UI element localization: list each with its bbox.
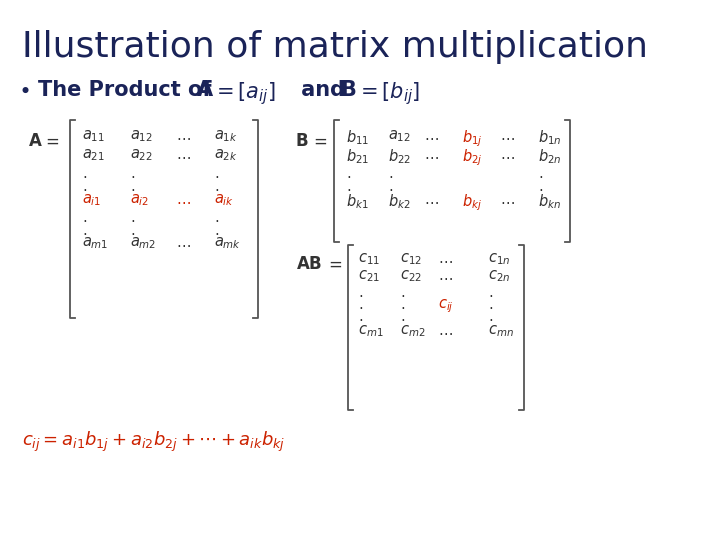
Text: $b_{kj}$: $b_{kj}$ — [462, 192, 482, 213]
Text: $.$: $.$ — [358, 309, 363, 324]
Text: $\ldots$: $\ldots$ — [176, 235, 191, 250]
Text: $\mathbf{A}$: $\mathbf{A}$ — [196, 80, 214, 100]
Text: $\ldots$: $\ldots$ — [176, 192, 191, 207]
Text: $.$: $.$ — [130, 210, 135, 225]
Text: $.$: $.$ — [538, 179, 543, 194]
Text: $\mathbf{A}$: $\mathbf{A}$ — [28, 132, 42, 150]
Text: $.$: $.$ — [358, 297, 363, 312]
Text: $.$: $.$ — [488, 309, 493, 324]
Text: $a_{21}$: $a_{21}$ — [82, 147, 105, 163]
Text: $b_{kn}$: $b_{kn}$ — [538, 192, 561, 211]
Text: $c_{mn}$: $c_{mn}$ — [488, 323, 514, 339]
Text: $.$: $.$ — [346, 166, 351, 181]
Text: $\ldots$: $\ldots$ — [424, 192, 439, 207]
Text: $b_{21}$: $b_{21}$ — [346, 147, 369, 166]
Text: $.$: $.$ — [214, 179, 219, 194]
Text: Illustration of matrix multiplication: Illustration of matrix multiplication — [22, 30, 648, 64]
Text: $\ldots$: $\ldots$ — [500, 128, 515, 143]
Text: $c_{12}$: $c_{12}$ — [400, 251, 422, 267]
Text: $.$: $.$ — [214, 223, 219, 238]
Text: $= [b_{ij}]$: $= [b_{ij}]$ — [356, 80, 420, 107]
Text: $b_{k2}$: $b_{k2}$ — [388, 192, 410, 211]
Text: $a_{i2}$: $a_{i2}$ — [130, 192, 149, 208]
Text: $a_{i1}$: $a_{i1}$ — [82, 192, 102, 208]
Text: $c_{1n}$: $c_{1n}$ — [488, 251, 510, 267]
Text: $a_{mk}$: $a_{mk}$ — [214, 235, 241, 251]
Text: $b_{2j}$: $b_{2j}$ — [462, 147, 482, 167]
Text: $\ldots$: $\ldots$ — [176, 147, 191, 162]
Text: $=$: $=$ — [42, 132, 59, 150]
Text: $a_{ik}$: $a_{ik}$ — [214, 192, 234, 208]
Text: $= [a_{ij}]$: $= [a_{ij}]$ — [212, 80, 276, 107]
Text: $b_{11}$: $b_{11}$ — [346, 128, 369, 147]
Text: $c_{21}$: $c_{21}$ — [358, 268, 380, 284]
Text: $b_{1n}$: $b_{1n}$ — [538, 128, 562, 147]
Text: $\bullet$: $\bullet$ — [18, 80, 30, 100]
Text: $.$: $.$ — [82, 223, 87, 238]
Text: $.$: $.$ — [388, 166, 393, 181]
Text: $a_{2k}$: $a_{2k}$ — [214, 147, 238, 163]
Text: $c_{11}$: $c_{11}$ — [358, 251, 380, 267]
Text: $c_{m1}$: $c_{m1}$ — [358, 323, 384, 339]
Text: $c_{22}$: $c_{22}$ — [400, 268, 422, 284]
Text: $.$: $.$ — [400, 309, 405, 324]
Text: $b_{k1}$: $b_{k1}$ — [346, 192, 369, 211]
Text: $.$: $.$ — [400, 285, 405, 300]
Text: $.$: $.$ — [82, 210, 87, 225]
Text: $a_{22}$: $a_{22}$ — [130, 147, 153, 163]
Text: $\ldots$: $\ldots$ — [500, 192, 515, 207]
Text: $.$: $.$ — [538, 166, 543, 181]
Text: $\ldots$: $\ldots$ — [424, 147, 439, 162]
Text: $\ldots$: $\ldots$ — [438, 268, 453, 283]
Text: $\ldots$: $\ldots$ — [176, 128, 191, 143]
Text: $a_{11}$: $a_{11}$ — [82, 128, 105, 144]
Text: $c_{m2}$: $c_{m2}$ — [400, 323, 426, 339]
Text: and: and — [294, 80, 352, 100]
Text: $.$: $.$ — [214, 210, 219, 225]
Text: $c_{ij} = a_{i1}b_{1j} + a_{i2}b_{2j} + \cdots + a_{ik}b_{kj}$: $c_{ij} = a_{i1}b_{1j} + a_{i2}b_{2j} + … — [22, 430, 285, 454]
Text: $.$: $.$ — [130, 166, 135, 181]
Text: $.$: $.$ — [388, 179, 393, 194]
Text: $\mathbf{AB}$: $\mathbf{AB}$ — [296, 255, 323, 273]
Text: $c_{2n}$: $c_{2n}$ — [488, 268, 510, 284]
Text: $a_{12}$: $a_{12}$ — [388, 128, 411, 144]
Text: $.$: $.$ — [130, 223, 135, 238]
Text: $b_{2n}$: $b_{2n}$ — [538, 147, 562, 166]
Text: $a_{12}$: $a_{12}$ — [130, 128, 153, 144]
Text: $.$: $.$ — [130, 179, 135, 194]
Text: $.$: $.$ — [82, 179, 87, 194]
Text: $\mathbf{B}$: $\mathbf{B}$ — [295, 132, 308, 150]
Text: $\mathbf{B}$: $\mathbf{B}$ — [340, 80, 356, 100]
Text: $.$: $.$ — [488, 297, 493, 312]
Text: $\ldots$: $\ldots$ — [500, 147, 515, 162]
Text: The Product of: The Product of — [38, 80, 219, 100]
Text: $a_{m1}$: $a_{m1}$ — [82, 235, 109, 251]
Text: $.$: $.$ — [400, 297, 405, 312]
Text: $\ldots$: $\ldots$ — [438, 251, 453, 266]
Text: $b_{1j}$: $b_{1j}$ — [462, 128, 482, 148]
Text: $.$: $.$ — [358, 285, 363, 300]
Text: $\ldots$: $\ldots$ — [438, 323, 453, 338]
Text: $\ldots$: $\ldots$ — [424, 128, 439, 143]
Text: $.$: $.$ — [346, 179, 351, 194]
Text: $=$: $=$ — [310, 132, 328, 150]
Text: $b_{22}$: $b_{22}$ — [388, 147, 411, 166]
Text: $.$: $.$ — [82, 166, 87, 181]
Text: $a_{1k}$: $a_{1k}$ — [214, 128, 238, 144]
Text: $a_{m2}$: $a_{m2}$ — [130, 235, 156, 251]
Text: $.$: $.$ — [488, 285, 493, 300]
Text: $.$: $.$ — [214, 166, 219, 181]
Text: $c_{ij}$: $c_{ij}$ — [438, 297, 454, 315]
Text: $=$: $=$ — [325, 255, 343, 273]
